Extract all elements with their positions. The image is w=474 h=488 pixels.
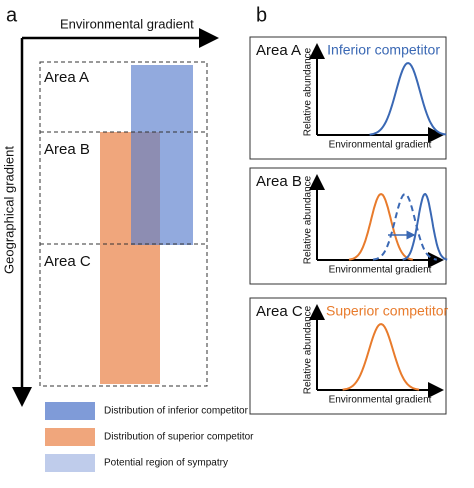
- legend-swatch: [45, 428, 95, 446]
- area-box: [249, 36, 447, 160]
- area-title: Area A: [256, 42, 301, 59]
- area-label: Area C: [44, 253, 91, 270]
- competitor-label: Inferior competitor: [327, 42, 440, 58]
- abundance-curve: [342, 323, 420, 391]
- y-axis-label: Relative abundance: [303, 47, 314, 136]
- abundance-curve: [369, 62, 447, 136]
- y-axis-label: Relative abundance: [303, 175, 314, 264]
- panel-label: a: [6, 4, 18, 26]
- x-axis-label: Environmental gradient: [329, 140, 432, 151]
- area-title: Area C: [256, 303, 303, 320]
- area-title: Area B: [256, 173, 302, 190]
- competitor-label: Superior competitor: [326, 303, 449, 319]
- area-box: [249, 297, 447, 415]
- area-label: Area B: [44, 141, 90, 158]
- area-box: [249, 167, 447, 285]
- legend-text: Distribution of superior competitor: [104, 432, 254, 443]
- legend-swatch: [45, 402, 95, 420]
- abundance-curve: [348, 193, 413, 261]
- sympatry-region: [131, 132, 160, 245]
- abundance-curve: [372, 193, 437, 261]
- area-frame: [39, 61, 208, 387]
- legend-text: Distribution of inferior competitor: [104, 406, 249, 417]
- x-axis-label: Environmental gradient: [329, 395, 432, 406]
- legend-swatch: [45, 454, 95, 472]
- x-axis-label: Environmental gradient: [329, 265, 432, 276]
- abundance-curve: [402, 193, 448, 261]
- axis-label: Environmental gradient: [60, 16, 194, 31]
- panel-label: b: [256, 4, 267, 26]
- y-axis-label: Relative abundance: [303, 305, 314, 394]
- legend-text: Potential region of sympatry: [104, 458, 228, 469]
- area-label: Area A: [44, 69, 89, 86]
- axis-label: Geographical gradient: [1, 146, 16, 274]
